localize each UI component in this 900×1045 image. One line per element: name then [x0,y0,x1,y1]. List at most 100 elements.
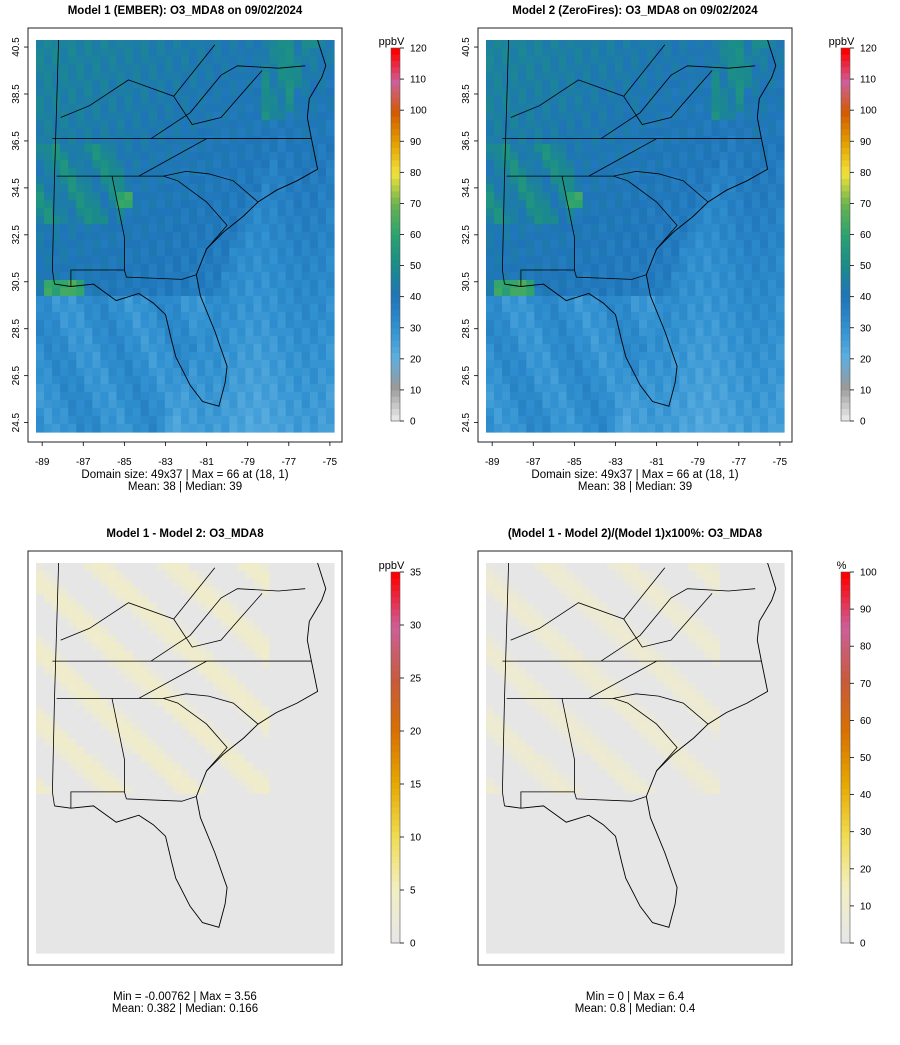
heatmap-cell [36,578,45,588]
heatmap-cell [221,192,230,201]
heatmap-cell [197,682,206,691]
heatmap-cell [582,112,592,121]
heatmap-cell [84,586,93,596]
heatmap-cell [68,650,77,660]
heatmap-cell [614,176,624,185]
heatmap-cell [614,336,624,345]
heatmap-cell [164,746,174,755]
heatmap-cell [116,160,126,169]
heatmap-cell [132,256,142,265]
heatmap-cell [261,618,271,628]
heatmap-cell [124,208,134,217]
heatmap-cell [655,112,664,121]
heatmap-cell [534,336,543,345]
state-border [173,70,263,125]
heatmap-cell [124,176,134,185]
colorbar-tick-label: 90 [410,137,422,148]
stats-line: Mean: 38 | Median: 39 [128,481,242,493]
heatmap-cell [671,176,680,185]
heatmap-cell [269,376,279,385]
heatmap-cell [197,602,206,612]
heatmap-cell [100,761,110,771]
heatmap-cell [671,400,680,409]
heatmap-cell [124,336,134,345]
heatmap-cell [189,184,198,193]
heatmap-cell [285,754,295,763]
heatmap-cell [518,144,527,153]
heatmap-cell [164,296,174,305]
heatmap-cell [622,96,632,105]
colorbar-segment [841,321,850,329]
heatmap-cell [510,88,519,97]
heatmap-cell [108,793,118,803]
heatmap-cell [100,104,110,113]
heatmap-cell [639,112,648,121]
heatmap-cell [687,216,696,225]
heatmap-cell [630,128,640,137]
heatmap-cell [100,746,110,755]
heatmap-cell [237,280,246,289]
heatmap-cell [510,320,519,329]
heatmap-cell [566,56,576,65]
heatmap-cell [60,352,69,361]
heatmap-cell [277,232,287,241]
heatmap-cell [132,264,142,273]
heatmap-cell [679,376,688,385]
heatmap-cell [189,570,198,580]
heatmap-cell [221,40,230,49]
heatmap-cell [703,288,713,297]
heatmap-cell [727,216,737,225]
heatmap-cell [92,563,102,572]
heatmap-cell [687,104,696,113]
heatmap-cell [526,360,535,369]
heatmap-cell [261,72,271,81]
colorbar-tick-label: 50 [410,261,422,272]
heatmap-cell [148,746,158,755]
heatmap-cell [558,368,568,377]
heatmap-cell [486,352,495,361]
heatmap-cell [116,320,126,329]
heatmap-cell [309,392,319,401]
heatmap-cell [759,64,769,73]
heatmap-cell [221,240,230,249]
heatmap-cell [719,168,729,177]
heatmap-cell [590,72,600,81]
heatmap-cell [237,424,246,433]
heatmap-cell [229,176,238,185]
heatmap-cell [317,224,327,233]
heatmap-cell [502,240,511,249]
heatmap-cell [108,168,118,177]
heatmap-cell [68,328,77,337]
heatmap-cell [237,264,246,273]
heatmap-cell [759,240,769,249]
heatmap-cell [526,384,535,393]
heatmap-cell [695,176,705,185]
heatmap-cell [687,240,696,249]
heatmap-cell [566,424,576,433]
heatmap-cell [486,72,495,81]
heatmap-cell [558,88,568,97]
heatmap-cell [671,296,680,305]
heatmap-cell [189,586,198,596]
heatmap-cell [261,746,271,755]
heatmap-cell [197,128,206,137]
heatmap-cell [671,96,680,105]
colorbar-segment [391,396,400,403]
heatmap-cell [205,384,214,393]
heatmap-cell [189,48,198,57]
heatmap-cell [309,192,319,201]
heatmap-cell [687,208,696,217]
heatmap-cell [590,408,600,417]
heatmap-cell [630,80,640,89]
heatmap-cell [68,570,77,580]
heatmap-cell [325,563,335,572]
heatmap-cell [68,602,77,612]
heatmap-cell [100,184,110,193]
heatmap-cell [711,112,721,121]
heatmap-cell [309,626,319,636]
heatmap-cell [197,690,206,699]
heatmap-cell [100,777,110,787]
heatmap-cell [301,88,311,97]
heatmap-cell [36,682,45,691]
heatmap-cell [261,400,271,409]
